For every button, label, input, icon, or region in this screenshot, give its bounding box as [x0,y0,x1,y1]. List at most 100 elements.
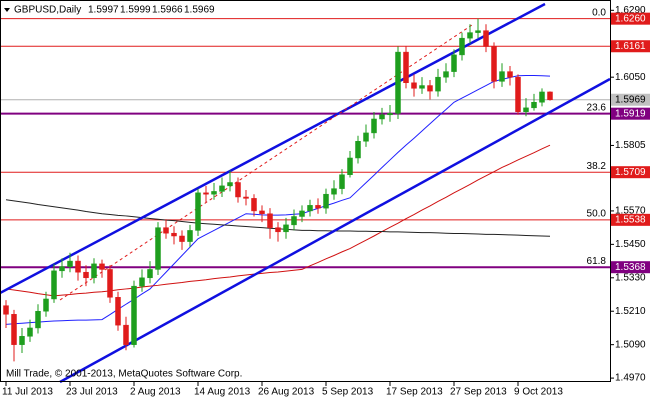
candle-body [403,51,409,84]
candle-body [531,102,537,109]
candle-body [115,297,121,326]
candle-body [347,157,353,175]
y-tick-label: 1.5330 [615,272,646,283]
candle-body [155,227,161,270]
level-label-box [611,107,650,120]
candle-body [395,51,401,114]
candle-body [523,107,529,112]
header-arrow [4,8,10,12]
channel-lower [59,77,611,384]
level-label-box [611,166,650,179]
candle-body [211,191,217,195]
chart-title: GBPUSD,Daily [14,5,81,16]
candle-body [11,314,17,345]
candle-body [379,114,385,120]
candle-body [419,85,425,89]
candle-body [363,132,369,142]
plot-frame [0,0,611,382]
level-label-box [611,261,650,274]
level-label-box [611,12,650,25]
candle-body [307,205,313,212]
candle-body [251,198,257,212]
candle-body [83,271,89,279]
current-price-box [611,93,650,106]
candle-body [107,269,113,298]
candle-body [235,182,241,198]
candle-body [187,230,193,242]
candle-body [411,82,417,89]
candle-body [387,113,393,116]
candle-body [275,227,281,233]
level-label: 1.6161 [615,41,646,52]
candle-body [451,54,457,72]
header-low: 1.5966 [152,5,183,16]
fib-label: 61.8 [587,256,607,267]
level-label-box [611,213,650,226]
levels-layer: 0.0 23.6 38.2 50.0 61.8 [0,7,610,269]
candle-body [243,196,249,199]
candle-body [371,118,377,134]
candles-layer [3,18,553,362]
candle-body [179,235,185,242]
channel-mid [59,24,473,301]
candle-body [515,76,521,112]
level-label: 1.5709 [615,167,646,178]
candle-body [491,46,497,82]
candle-body [315,205,321,209]
candle-body [67,260,73,267]
candle-body [19,336,25,345]
fib-label: 0.0 [592,7,606,18]
x-tick-label: 5 Sep 2013 [322,387,374,398]
header-open: 1.5997 [88,5,119,16]
candle-body [139,277,145,287]
candle-body [131,285,137,345]
candle-body [59,266,65,272]
candle-body [99,263,105,270]
header-high: 1.5999 [120,5,151,16]
candle-body [291,216,297,226]
axis-layer: 1.6290 1.6050 1.5805 1.5570 1.5450 1.5330 1.52… [2,5,650,398]
y-tick-label: 1.5805 [615,140,646,151]
candle-body [507,71,513,78]
candle-body [51,270,57,300]
fib-label: 23.6 [587,102,607,113]
candle-body [475,30,481,33]
level-label: 1.5368 [615,262,646,273]
candle-body [123,324,129,345]
y-tick-label: 1.5090 [615,339,646,350]
header-close: 1.5969 [184,5,215,16]
level-label-box [611,40,650,53]
x-tick-label: 9 Oct 2013 [514,387,563,398]
candle-body [435,76,441,92]
x-tick-label: 11 Jul 2013 [2,387,53,398]
candle-body [443,71,449,78]
candle-body [259,210,265,214]
y-tick-label: 1.6050 [615,72,646,83]
current-price-label: 1.5969 [615,94,646,105]
candle-body [75,260,81,273]
candle-body [467,32,473,39]
candle-body [459,37,465,56]
candle-body [227,182,233,187]
candle-body [195,192,201,231]
candle-body [499,71,505,82]
candle-body [171,232,177,237]
candle-body [267,213,273,228]
candle-body [299,210,305,217]
candle-body [27,327,33,337]
candle-body [147,269,153,279]
x-tick-label: 23 Jul 2013 [66,387,118,398]
x-tick-label: 2 Aug 2013 [130,387,181,398]
x-tick-label: 26 Aug 2013 [258,387,315,398]
candle-body [203,192,209,195]
x-tick-label: 14 Aug 2013 [194,387,251,398]
candle-body [219,185,225,192]
candle-body [163,227,169,234]
candle-body [35,310,41,329]
candle-body [355,141,361,159]
footer: Mill Trade, © 2001-2013, MetaQuotes Soft… [6,369,242,380]
y-tick-label: 1.5450 [615,239,646,250]
candle-body [323,193,329,209]
